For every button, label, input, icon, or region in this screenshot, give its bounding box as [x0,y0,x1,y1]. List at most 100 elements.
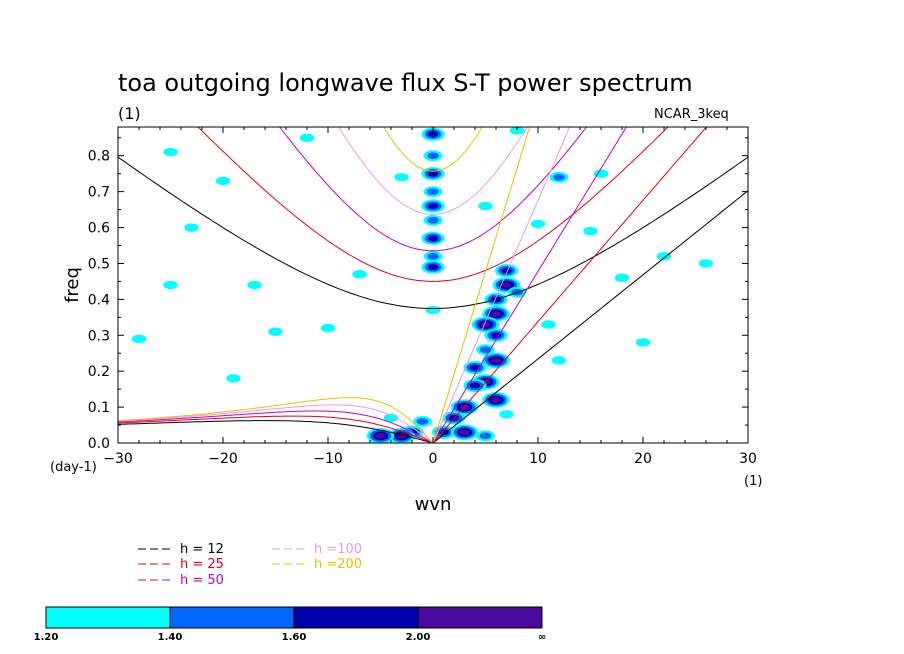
legend-label: h = 50 [180,573,224,588]
legend-label: h = 12 [180,542,224,557]
power-patch [583,226,598,236]
power-patch [459,429,470,435]
power-patch [478,201,493,211]
rossby-curve [118,410,434,443]
power-patch [499,410,514,419]
power-patch [427,217,439,224]
power-patch [427,235,439,242]
colorbar-label: 1.60 [282,632,307,643]
power-patch [131,334,147,344]
power-patch [184,223,199,232]
y-tick-label: 0.0 [88,436,110,452]
power-patch [427,170,439,177]
rossby-curve [118,420,434,443]
y-tick-label: 0.4 [88,292,110,308]
power-patch [383,413,399,423]
colorbar-segment [293,606,419,629]
power-patch [320,323,336,333]
power-patch [479,346,492,353]
power-patch [427,264,439,270]
y-tick-label: 0.2 [88,364,110,380]
power-patch [541,320,556,329]
power-patch [163,280,178,290]
power-patch [375,433,386,439]
power-patch [698,259,714,268]
y-tick-label: 0.3 [88,328,110,344]
power-patch [427,252,439,260]
x-tick-label: −30 [103,451,133,467]
units-label-left: (1) [118,104,141,123]
y-tick-label: 0.6 [88,221,110,237]
rossby-curve [118,415,434,443]
power-patch [299,133,315,142]
x-axis-label: wvn [415,494,452,515]
colorbar-segment [169,606,295,629]
y-units-label: (day-1) [50,460,97,475]
kelvin-curve [432,190,748,443]
power-patch [469,382,481,389]
power-patch [530,219,546,229]
power-patch [490,332,502,339]
power-patch [501,267,512,274]
power-patch [480,321,491,328]
colorbar-label: ∞ [538,632,546,643]
power-patch [491,397,501,403]
power-patch [501,282,512,288]
colorbar-label: 1.20 [34,632,59,643]
power-patch [551,356,567,365]
dispersion-curves [118,127,748,443]
chart-title: toa outgoing longwave flux S-T power spe… [118,69,693,97]
rossby-curve [118,397,434,443]
colorbar-segment [45,606,171,629]
legend-label: h =200 [314,557,362,572]
gravity-wave-curve [197,127,669,282]
y-tick-label: 0.7 [88,185,110,201]
power-patch [635,338,651,347]
legend-label: h =100 [314,542,362,557]
x-units-label: (1) [744,474,762,489]
power-patch [614,273,630,283]
colorbar-label: 1.40 [158,632,183,643]
power-patch [352,270,367,279]
power-patch [416,418,429,425]
gravity-wave-curve [118,156,748,310]
power-patch [479,432,492,440]
power-contours [131,127,714,443]
power-patch [215,176,231,186]
gravity-wave-curve [338,127,528,215]
power-patch [394,173,409,182]
power-patch [226,374,241,383]
colorbar-segment [417,606,543,629]
axis-ticks: 0.0 0.1 0.2 0.3 0.4 0.5 0.6 0.7 0.8 −30 −20 −10 0 10 2… [88,127,757,467]
power-patch [491,357,501,364]
power-patch [656,252,672,261]
power-patch [553,173,565,181]
legend-label: h = 25 [180,557,224,572]
colorbar: 1.20 1.40 1.60 2.00 ∞ [34,606,546,643]
y-tick-label: 0.5 [88,256,110,272]
x-tick-label: 0 [429,451,438,467]
power-patch [163,147,178,157]
x-tick-label: −10 [313,451,343,467]
model-label: NCAR_3keq [654,107,729,122]
y-axis-label: freq [62,267,83,303]
power-patch [593,169,609,178]
power-patch [448,414,460,421]
power-patch [425,305,441,315]
power-patch [427,152,439,160]
x-tick-label: 10 [529,451,547,467]
power-patch [268,327,283,336]
power-patch [491,311,501,317]
power-patch [427,203,439,209]
gravity-wave-curve [383,127,483,172]
x-tick-label: 20 [634,451,652,467]
kelvin-curve [432,127,531,443]
power-patch [427,131,439,138]
x-tick-label: −20 [208,451,238,467]
x-tick-label: 30 [739,451,757,467]
rossby-curve [118,404,434,443]
kelvin-curve [432,127,708,443]
gravity-wave-curve [278,127,588,252]
y-tick-label: 0.1 [88,400,110,416]
